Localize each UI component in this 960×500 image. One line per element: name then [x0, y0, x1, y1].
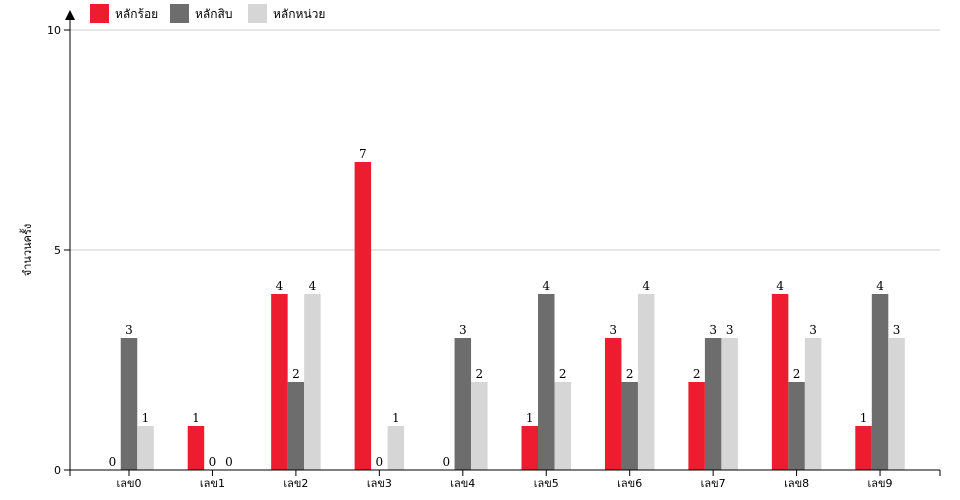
x-tick-label: เลข5 — [534, 477, 559, 490]
data-label: 2 — [475, 367, 483, 381]
bar — [871, 294, 889, 470]
legend-swatch — [248, 4, 267, 23]
x-tick-label: เลข1 — [200, 477, 225, 490]
data-label: 3 — [809, 323, 817, 337]
data-label: 4 — [642, 279, 650, 293]
x-tick-label: เลข0 — [116, 477, 141, 490]
bar — [287, 382, 305, 470]
bar — [771, 294, 789, 470]
data-label: 0 — [376, 455, 384, 469]
x-tick-label: เลข7 — [701, 477, 726, 490]
x-tick-label: เลข9 — [868, 477, 893, 490]
data-label: 1 — [142, 411, 150, 425]
y-tick-label: 10 — [47, 24, 61, 37]
data-label: 4 — [309, 279, 317, 293]
data-label: 3 — [726, 323, 734, 337]
legend-swatch — [90, 4, 109, 23]
bar — [804, 338, 822, 470]
data-label: 0 — [109, 455, 117, 469]
legend-label: หลักร้อย — [115, 7, 158, 21]
data-label: 1 — [392, 411, 400, 425]
y-tick-label: 0 — [54, 464, 61, 477]
data-label: 3 — [459, 323, 467, 337]
bar — [387, 426, 405, 470]
data-label: 2 — [793, 367, 801, 381]
data-label: 3 — [609, 323, 617, 337]
data-label: 7 — [359, 147, 367, 161]
bar — [704, 338, 722, 470]
bar — [471, 382, 488, 470]
legend-swatch — [170, 4, 189, 23]
legend-label: หลักสิบ — [195, 7, 232, 21]
bar — [855, 426, 872, 470]
data-label: 1 — [192, 411, 200, 425]
data-label: 4 — [542, 279, 550, 293]
data-label: 3 — [125, 323, 133, 337]
bar — [721, 338, 738, 470]
x-tick-label: เลข4 — [450, 477, 475, 490]
x-tick-label: เลข6 — [617, 477, 642, 490]
bar — [354, 162, 372, 470]
y-tick-label: 5 — [54, 244, 61, 257]
data-label: 3 — [893, 323, 901, 337]
bar — [304, 294, 321, 470]
data-label: 4 — [876, 279, 884, 293]
y-axis-label: จำนวนครั้ง — [19, 224, 34, 276]
bar — [120, 338, 138, 470]
bar — [538, 294, 555, 470]
x-tick-label: เลข3 — [367, 477, 392, 490]
bar — [788, 382, 805, 470]
data-label: 2 — [693, 367, 701, 381]
data-label: 1 — [860, 411, 868, 425]
x-tick-label: เลข8 — [784, 477, 809, 490]
bar — [187, 426, 205, 470]
bar — [137, 426, 154, 470]
y-axis-arrow — [65, 10, 75, 20]
data-label: 2 — [559, 367, 567, 381]
legend-label: หลักหน่วย — [273, 7, 325, 21]
data-label: 0 — [442, 455, 450, 469]
x-tick-label: เลข2 — [283, 477, 308, 490]
bar — [637, 294, 655, 470]
bar — [621, 382, 638, 470]
data-label: 1 — [526, 411, 534, 425]
bar — [888, 338, 905, 470]
data-label: 2 — [292, 367, 300, 381]
data-label: 0 — [225, 455, 233, 469]
bar — [454, 338, 472, 470]
bar — [554, 382, 571, 470]
data-label: 4 — [776, 279, 784, 293]
bar — [688, 382, 705, 470]
bar — [521, 426, 538, 470]
data-label: 2 — [626, 367, 634, 381]
data-label: 3 — [709, 323, 717, 337]
data-label: 0 — [209, 455, 217, 469]
data-label: 4 — [276, 279, 284, 293]
bar — [271, 294, 288, 470]
bar — [604, 338, 622, 470]
